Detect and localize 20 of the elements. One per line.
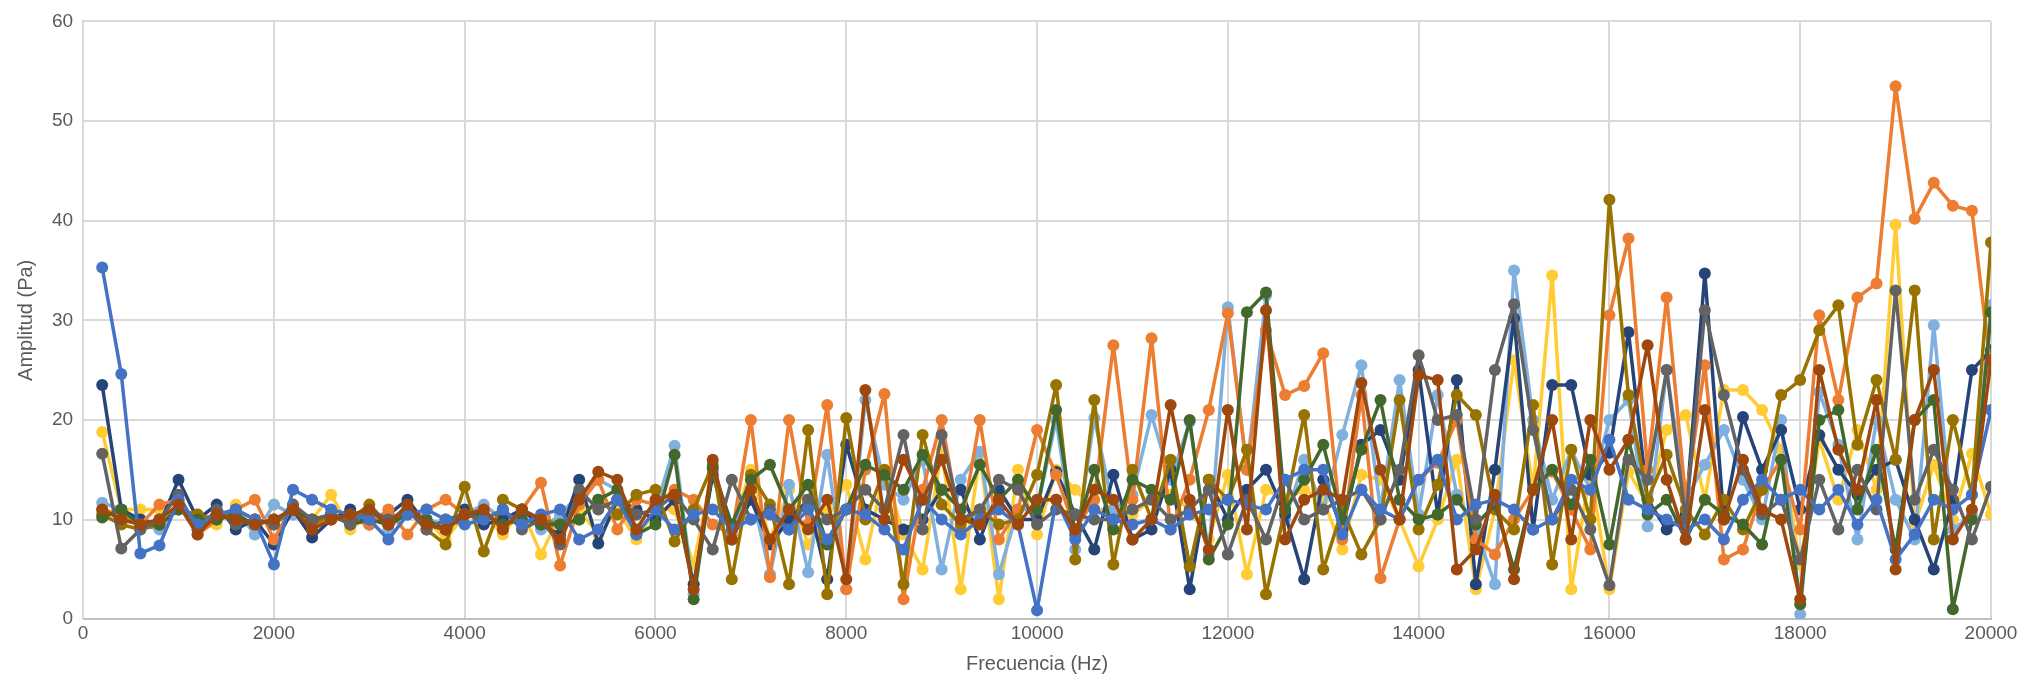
y-tick-label: 40 [51, 208, 74, 230]
y-tick-label: 60 [51, 9, 74, 31]
x-tick-label: 4000 [443, 621, 486, 643]
x-tick-label: 10000 [1010, 621, 1064, 643]
x-tick-label: 6000 [634, 621, 677, 643]
y-axis-title: Amplitud (Pa) [13, 259, 36, 381]
x-tick-label: 8000 [825, 621, 868, 643]
y-tick-label: 10 [51, 507, 74, 529]
x-tick-label: 0 [77, 621, 89, 643]
y-tick-label: 50 [51, 109, 74, 131]
x-tick-label: 16000 [1583, 621, 1636, 643]
y-tick-label: 20 [51, 408, 74, 430]
x-tick-label: 20000 [1964, 621, 2018, 643]
x-axis-title: Frecuencia (Hz) [965, 651, 1109, 674]
x-tick-label: 14000 [1392, 621, 1446, 643]
y-tick-label: 0 [62, 607, 74, 629]
x-tick-label: 18000 [1773, 621, 1827, 643]
x-tick-label: 2000 [252, 621, 296, 643]
x-tick-label: 12000 [1201, 621, 1255, 643]
y-tick-label: 30 [51, 308, 74, 330]
